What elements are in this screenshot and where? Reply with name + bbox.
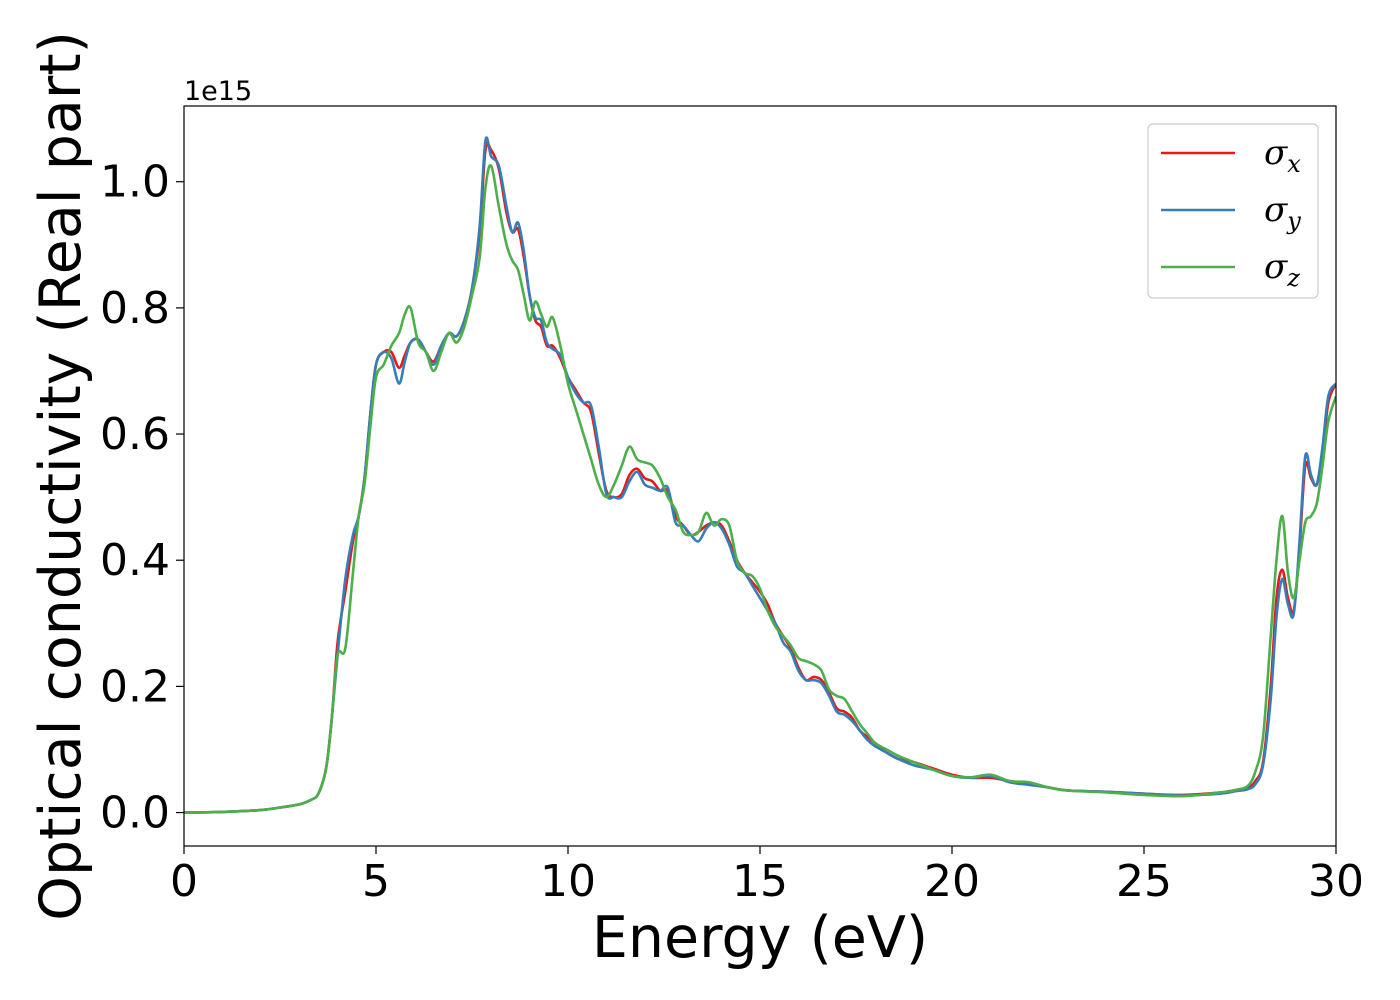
y-offset-text: 1e15 — [184, 76, 252, 107]
y-tick-label: 0.4 — [100, 535, 170, 586]
y-tick-label: 0.8 — [100, 283, 170, 334]
y-tick-label: 0.0 — [100, 788, 170, 839]
x-tick-label: 10 — [540, 856, 596, 907]
legend-label-z: σz — [1264, 247, 1300, 292]
legend: σx σy σz — [1147, 123, 1319, 299]
x-tick-label: 15 — [732, 856, 788, 907]
x-axis-label: Energy (eV) — [592, 905, 928, 971]
ticks-layer: 0 5 10 15 20 25 30 0.0 0.2 0.4 0.6 0.8 1.0 — [100, 157, 1364, 907]
y-axis-label: Optical conductivity (Real part) — [28, 31, 94, 921]
x-tick-label: 0 — [170, 856, 198, 907]
series-line-z — [184, 164, 1336, 814]
y-tick-label: 0.2 — [100, 661, 170, 712]
y-tick-label: 0.6 — [100, 409, 170, 460]
x-tick-label: 5 — [362, 856, 390, 907]
series-layer — [184, 136, 1336, 814]
x-tick-label: 20 — [924, 856, 980, 907]
legend-label-y: σy — [1264, 190, 1301, 235]
legend-label-x: σx — [1264, 133, 1301, 178]
legend-items: σx σy σz — [1161, 133, 1301, 292]
y-tick-label: 1.0 — [100, 157, 170, 208]
x-tick-label: 25 — [1116, 856, 1172, 907]
x-tick-label: 30 — [1308, 856, 1364, 907]
